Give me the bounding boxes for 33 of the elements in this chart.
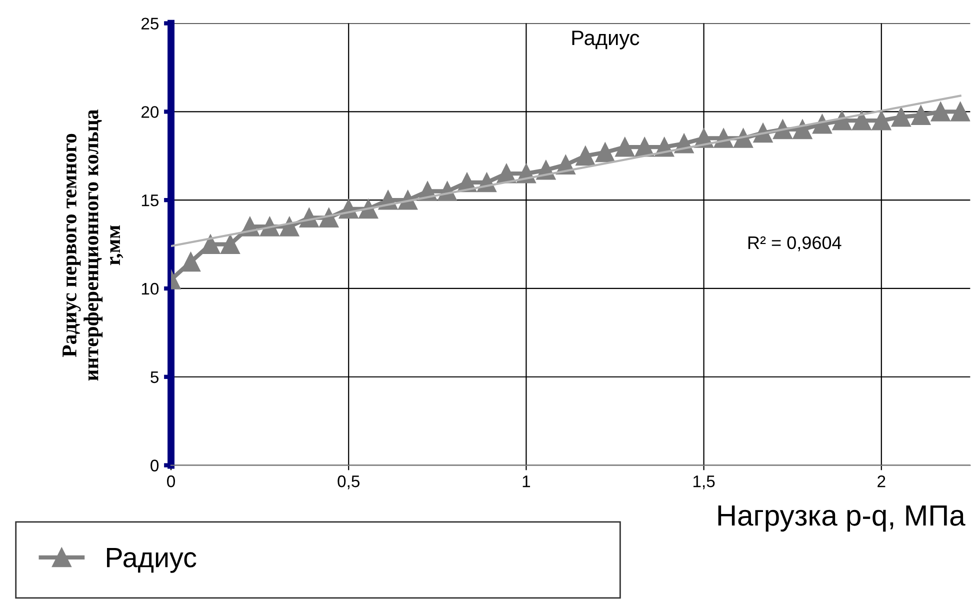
legend-label: Радиус: [107, 548, 196, 573]
x-axis-title: Нагрузка p-q, МПа: [718, 505, 966, 532]
point: [615, 137, 635, 157]
y-axis-title: Радиус первого темного интерференционного кольца r,мм: [62, 110, 124, 381]
x-tick-label: 1: [522, 476, 530, 488]
point: [872, 110, 892, 130]
point: [181, 252, 200, 272]
point: [852, 110, 872, 130]
point: [595, 142, 615, 162]
point: [576, 146, 596, 166]
point: [891, 107, 911, 127]
point: [200, 234, 220, 254]
point: [950, 102, 970, 122]
y-tick-label: 0: [150, 460, 159, 472]
x-tick-label: 0,5: [338, 475, 360, 490]
y-tick-label: 15: [142, 194, 159, 206]
point: [319, 208, 339, 228]
point: [280, 216, 300, 236]
y-tick-label: 20: [142, 106, 159, 118]
y-tick-label: 10: [142, 282, 159, 295]
y-tick-label: 25: [142, 18, 159, 30]
point: [911, 106, 931, 125]
annotation: R² = 0,9604: [748, 236, 842, 252]
x-tick-label: 1,5: [693, 476, 715, 490]
x-tick-label: 0: [167, 475, 175, 488]
y-tick-label: 5: [150, 371, 159, 384]
point: [792, 120, 812, 140]
point: [832, 110, 852, 130]
chart-title: Радиус: [572, 30, 640, 50]
x-tick-label: 2: [878, 475, 886, 488]
point: [930, 102, 950, 122]
point: [812, 114, 832, 134]
point: [220, 234, 240, 254]
